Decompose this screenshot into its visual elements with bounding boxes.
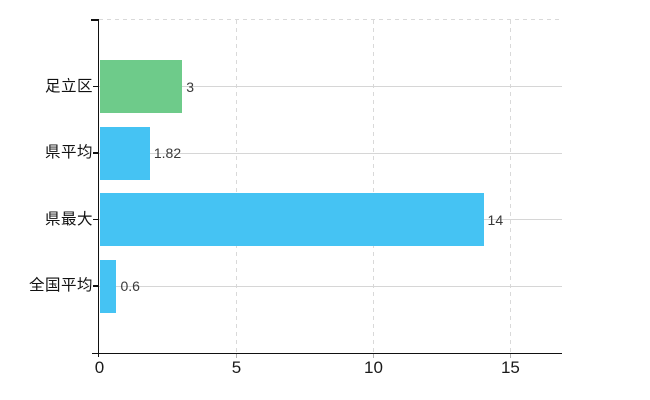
value-label: 3 (186, 78, 194, 95)
horizontal-gridline (99, 86, 562, 88)
bar-全国平均 (100, 259, 117, 313)
value-label: 1.82 (153, 145, 182, 162)
category-label-足立区: 足立区 (44, 77, 93, 95)
bar-足立区 (100, 60, 183, 114)
plot-top-border (99, 19, 562, 20)
bar-県最大 (100, 193, 484, 247)
x-axis-tick (236, 354, 238, 358)
value-label: 14 (487, 211, 504, 228)
y-axis-tick (93, 285, 99, 287)
horizontal-gridline (99, 285, 562, 287)
x-axis (92, 352, 562, 354)
category-label-全国平均: 全国平均 (28, 277, 93, 295)
category-label-県平均: 県平均 (44, 144, 93, 162)
x-tick-label: 15 (500, 358, 520, 377)
y-axis-tick (93, 85, 99, 88)
x-tick-label: 10 (363, 358, 383, 377)
x-axis-tick (373, 354, 375, 358)
category-label-県最大: 県最大 (44, 210, 93, 228)
bar-県平均 (100, 126, 150, 180)
vertical-gridline (236, 20, 238, 353)
value-label: 0.6 (120, 278, 140, 295)
x-axis-tick (510, 354, 512, 358)
y-axis-top-cap (91, 19, 99, 21)
x-tick-label: 5 (231, 358, 242, 377)
y-axis-tick (93, 152, 99, 154)
x-tick-label: 0 (94, 358, 105, 377)
vertical-gridline (373, 20, 375, 353)
y-axis-tick (93, 218, 99, 221)
vertical-gridline (510, 20, 512, 353)
y-axis (97, 20, 99, 357)
horizontal-gridline (99, 152, 562, 154)
